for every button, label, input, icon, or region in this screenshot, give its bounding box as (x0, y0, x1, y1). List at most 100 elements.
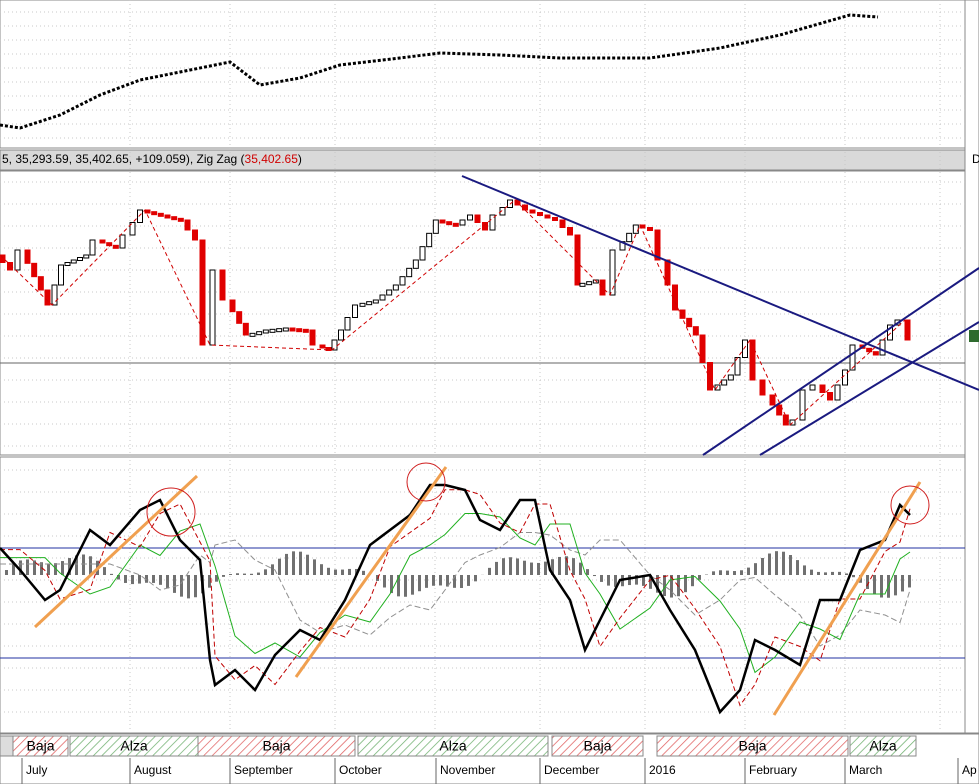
histogram-bar (222, 575, 225, 577)
bar (219, 269, 226, 301)
histogram-bar (726, 570, 729, 575)
bar (742, 339, 748, 358)
bar (119, 234, 126, 249)
histogram-bar (551, 559, 554, 575)
histogram-bar (852, 575, 855, 578)
bar (586, 281, 593, 286)
histogram-bar (544, 561, 547, 575)
histogram-bar (75, 555, 78, 575)
bar (769, 394, 776, 406)
bar (537, 212, 543, 216)
histogram-bar (523, 560, 526, 575)
band-label: Alza (120, 738, 147, 754)
bar (359, 302, 366, 307)
histogram-bar (845, 573, 848, 575)
histogram-bar (341, 569, 344, 575)
histogram-bar (439, 575, 442, 586)
histogram-bar (607, 575, 610, 586)
bar (419, 246, 426, 261)
histogram-bar (89, 556, 92, 575)
histogram-bar (733, 571, 736, 575)
bar (296, 328, 303, 333)
bar (799, 389, 806, 421)
month-label: 2016 (649, 763, 676, 777)
month-label: July (26, 763, 47, 777)
histogram-bar (775, 551, 778, 575)
band (197, 735, 356, 757)
bar (137, 209, 143, 223)
histogram-bar (873, 575, 876, 595)
histogram-bar (278, 558, 281, 575)
histogram-bar (166, 575, 169, 589)
histogram-bar (292, 551, 295, 575)
price-flag (969, 330, 979, 342)
band (656, 735, 849, 757)
bar (199, 239, 206, 346)
histogram-bar (257, 572, 260, 575)
histogram-bar (768, 553, 771, 575)
bar (77, 257, 83, 261)
histogram-bar (474, 575, 477, 582)
histogram-bar (579, 562, 582, 575)
month-label: September (234, 763, 293, 777)
bar (157, 212, 164, 217)
bar (446, 221, 453, 226)
histogram-bar (418, 575, 421, 592)
bar (144, 209, 151, 214)
histogram-bar (530, 562, 533, 575)
histogram-bar (194, 575, 197, 598)
bar (626, 232, 633, 243)
histogram-bar (838, 571, 841, 575)
bar (319, 344, 326, 349)
histogram-bar (397, 575, 400, 597)
corner-label: D (972, 152, 979, 166)
histogram-bar (432, 575, 435, 586)
histogram-bar (117, 575, 120, 580)
bar (276, 328, 283, 333)
histogram-bar (26, 559, 29, 575)
bar (574, 234, 581, 286)
bar (37, 276, 44, 291)
price-bars (0, 199, 911, 426)
histogram-bar (565, 556, 568, 575)
histogram-bar (908, 575, 911, 588)
histogram-bar (677, 575, 680, 597)
bar (338, 329, 344, 341)
bar (399, 276, 406, 286)
histogram-bar (593, 575, 596, 577)
bar (529, 209, 536, 214)
bar (439, 219, 446, 224)
histogram-bar (411, 575, 414, 595)
slow-line (0, 532, 911, 647)
histogram-bar (446, 575, 449, 587)
bar (809, 384, 816, 391)
histogram-bar (502, 558, 505, 575)
bar (552, 217, 558, 221)
bar (177, 217, 184, 222)
bar (559, 219, 566, 228)
histogram-bar (649, 575, 652, 589)
bar (679, 309, 686, 319)
histogram-bar (19, 560, 22, 575)
bar (412, 259, 419, 269)
bar (289, 327, 296, 332)
histogram-bar (600, 575, 603, 582)
bar (331, 339, 338, 351)
histogram-bar (740, 570, 743, 575)
histogram-bar (40, 562, 43, 575)
histogram-bar (425, 575, 428, 588)
bar (842, 369, 848, 386)
bar (269, 328, 276, 333)
bar (647, 227, 653, 231)
bar (887, 324, 893, 341)
bar (262, 329, 269, 334)
bar (129, 222, 136, 236)
histogram-bar (327, 567, 330, 575)
histogram-bar (803, 565, 806, 575)
bar (89, 239, 96, 256)
bar (344, 317, 351, 331)
bar (499, 207, 506, 216)
band (0, 735, 14, 757)
histogram-bar (187, 575, 190, 599)
